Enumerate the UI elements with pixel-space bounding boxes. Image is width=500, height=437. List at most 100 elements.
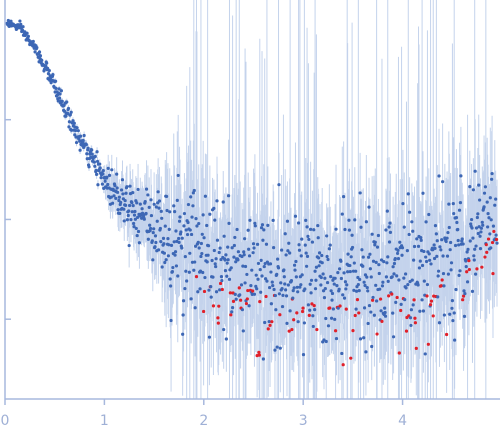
data-point: [383, 314, 388, 318]
data-point: [276, 257, 280, 261]
data-point: [229, 266, 233, 270]
data-point: [293, 214, 298, 218]
data-point: [493, 203, 497, 207]
data-point: [183, 254, 187, 259]
data-point: [205, 260, 209, 264]
data-point: [320, 253, 324, 258]
data-point: [259, 258, 263, 262]
data-point: [429, 262, 433, 266]
data-point: [236, 258, 240, 262]
data-point: [461, 242, 465, 246]
data-point: [299, 254, 303, 258]
data-point: [196, 290, 200, 294]
data-point: [225, 261, 229, 265]
x-tick-label: 2: [199, 413, 208, 429]
data-point: [435, 254, 439, 258]
data-point: [388, 221, 392, 225]
data-point: [327, 247, 331, 251]
outlier-point: [414, 346, 418, 350]
data-point: [278, 346, 282, 350]
data-point: [292, 263, 297, 267]
data-point: [341, 293, 345, 297]
outlier-point: [491, 271, 495, 276]
data-point: [441, 254, 445, 258]
data-point: [489, 246, 493, 250]
data-point: [95, 172, 99, 176]
data-point: [284, 288, 288, 292]
data-point: [182, 211, 187, 216]
data-point: [256, 277, 260, 281]
data-point: [268, 285, 272, 290]
data-point: [377, 263, 381, 267]
data-point: [153, 245, 157, 249]
data-point: [283, 232, 287, 236]
data-point: [160, 216, 164, 220]
data-point: [156, 190, 160, 194]
data-point: [425, 282, 430, 287]
data-point: [329, 289, 333, 293]
data-point: [434, 232, 438, 236]
data-point: [358, 337, 363, 341]
data-point: [357, 289, 361, 293]
data-point: [277, 183, 281, 187]
data-point: [69, 110, 73, 114]
data-point: [263, 320, 267, 325]
outlier-point: [258, 300, 262, 304]
outlier-point: [290, 327, 294, 332]
data-point: [173, 250, 178, 254]
data-point: [381, 280, 385, 284]
data-point: [176, 274, 180, 278]
outlier-point: [425, 294, 429, 298]
data-point: [264, 242, 269, 246]
data-point: [325, 280, 330, 285]
data-point: [218, 246, 222, 250]
data-point: [164, 258, 168, 262]
data-point: [301, 353, 306, 357]
data-point: [241, 329, 245, 333]
data-point: [337, 287, 341, 291]
data-point: [130, 201, 134, 205]
data-point: [188, 251, 192, 255]
outlier-point: [228, 291, 232, 295]
data-point: [122, 219, 126, 223]
outlier-point: [375, 332, 379, 336]
data-point: [432, 243, 436, 247]
data-point: [95, 159, 100, 164]
data-point: [154, 205, 158, 209]
outlier-point: [492, 229, 496, 234]
data-point: [90, 152, 94, 156]
data-point: [464, 265, 468, 269]
data-point: [259, 290, 263, 294]
data-point: [157, 199, 162, 203]
outlier-point: [390, 292, 394, 296]
data-point: [192, 268, 196, 272]
data-point: [173, 253, 177, 257]
data-point: [125, 218, 129, 222]
data-point: [298, 285, 302, 289]
data-point: [212, 248, 216, 253]
data-point: [424, 255, 428, 259]
data-point: [243, 281, 247, 285]
data-point: [46, 71, 51, 76]
data-point: [398, 240, 402, 244]
data-point: [267, 319, 271, 324]
data-point: [66, 111, 70, 115]
data-point: [190, 215, 194, 219]
data-point: [495, 241, 499, 245]
data-point: [156, 248, 161, 252]
data-point: [6, 18, 10, 23]
outlier-point: [371, 298, 375, 302]
data-point: [447, 202, 451, 206]
data-point: [432, 256, 437, 261]
data-point: [115, 186, 119, 190]
data-point: [375, 245, 380, 249]
data-point: [113, 184, 117, 188]
data-point: [460, 237, 464, 241]
data-point: [150, 239, 154, 243]
data-point: [326, 324, 331, 328]
data-point: [343, 227, 347, 232]
data-point: [120, 178, 125, 182]
outlier-point: [251, 289, 255, 293]
data-point: [270, 280, 274, 284]
data-point: [408, 316, 413, 320]
